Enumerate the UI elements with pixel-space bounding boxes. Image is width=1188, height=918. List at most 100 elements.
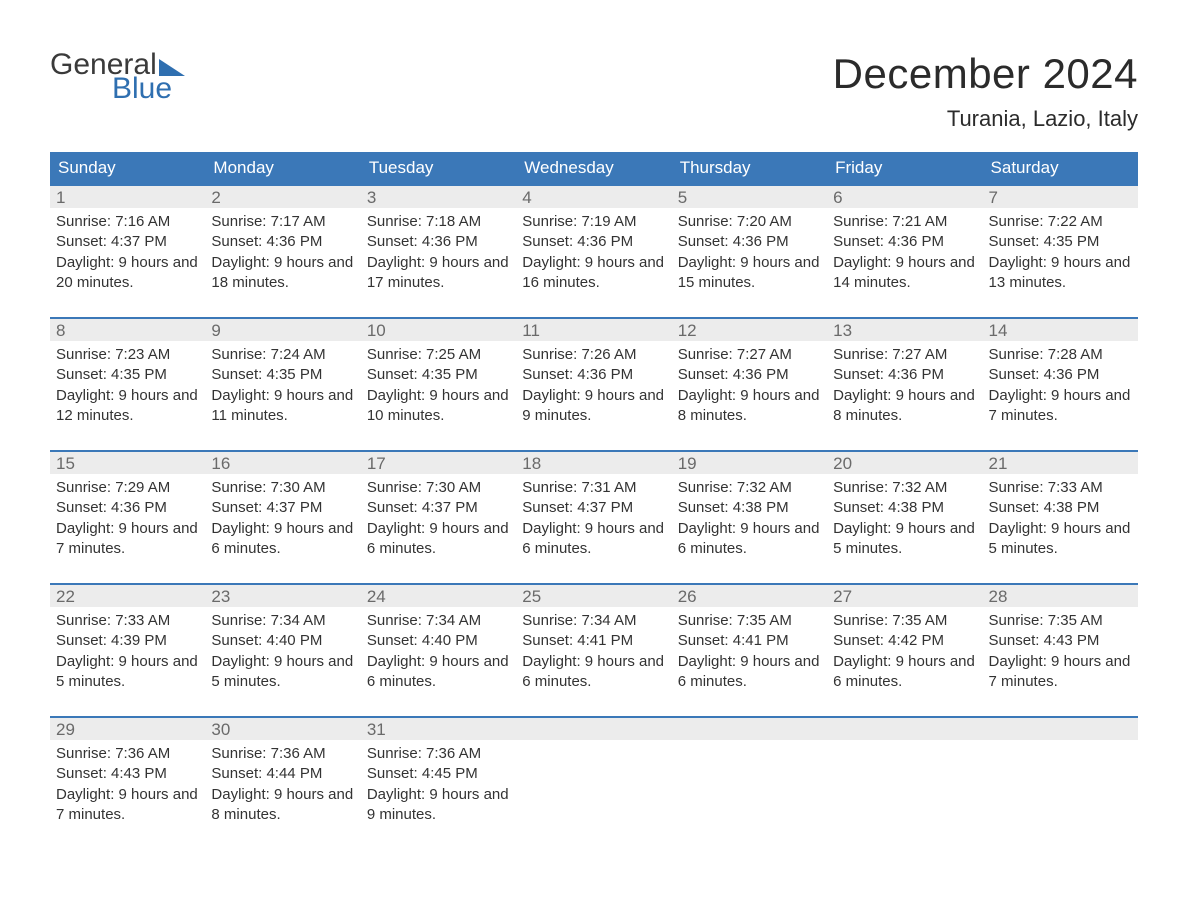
- day-cell: 31Sunrise: 7:36 AMSunset: 4:45 PMDayligh…: [361, 716, 516, 849]
- sunrise-line: Sunrise: 7:19 AM: [522, 212, 665, 232]
- day-body: Sunrise: 7:17 AMSunset: 4:36 PMDaylight:…: [205, 208, 360, 293]
- day-header-row: SundayMondayTuesdayWednesdayThursdayFrid…: [50, 152, 1138, 184]
- daylight-line: Daylight: 9 hours and 9 minutes.: [522, 386, 665, 427]
- daylight-line: Daylight: 9 hours and 6 minutes.: [522, 652, 665, 693]
- day-body: Sunrise: 7:19 AMSunset: 4:36 PMDaylight:…: [516, 208, 671, 293]
- day-cell: 1Sunrise: 7:16 AMSunset: 4:37 PMDaylight…: [50, 184, 205, 317]
- day-cell: 29Sunrise: 7:36 AMSunset: 4:43 PMDayligh…: [50, 716, 205, 849]
- day-body: Sunrise: 7:26 AMSunset: 4:36 PMDaylight:…: [516, 341, 671, 426]
- sunset-line: Sunset: 4:35 PM: [211, 365, 354, 385]
- empty-band: [827, 716, 982, 740]
- day-number: 3: [361, 184, 516, 208]
- sunrise-line: Sunrise: 7:36 AM: [367, 744, 510, 764]
- sunrise-line: Sunrise: 7:36 AM: [211, 744, 354, 764]
- daylight-line: Daylight: 9 hours and 7 minutes.: [56, 785, 199, 826]
- header: General Blue December 2024 Turania, Lazi…: [50, 50, 1138, 146]
- day-body: Sunrise: 7:34 AMSunset: 4:40 PMDaylight:…: [361, 607, 516, 692]
- day-number: 19: [672, 450, 827, 474]
- location-subtitle: Turania, Lazio, Italy: [833, 106, 1138, 132]
- day-cell: 30Sunrise: 7:36 AMSunset: 4:44 PMDayligh…: [205, 716, 360, 849]
- logo: General Blue: [50, 50, 185, 104]
- sunrise-line: Sunrise: 7:32 AM: [833, 478, 976, 498]
- day-number: 12: [672, 317, 827, 341]
- sunrise-line: Sunrise: 7:18 AM: [367, 212, 510, 232]
- day-body: Sunrise: 7:32 AMSunset: 4:38 PMDaylight:…: [827, 474, 982, 559]
- sunrise-line: Sunrise: 7:25 AM: [367, 345, 510, 365]
- daylight-line: Daylight: 9 hours and 5 minutes.: [989, 519, 1132, 560]
- day-number: 9: [205, 317, 360, 341]
- sunset-line: Sunset: 4:35 PM: [56, 365, 199, 385]
- sunrise-line: Sunrise: 7:27 AM: [833, 345, 976, 365]
- day-number: 15: [50, 450, 205, 474]
- sunset-line: Sunset: 4:43 PM: [56, 764, 199, 784]
- day-number: 14: [983, 317, 1138, 341]
- empty-cell: [516, 716, 671, 849]
- day-cell: 7Sunrise: 7:22 AMSunset: 4:35 PMDaylight…: [983, 184, 1138, 317]
- sunset-line: Sunset: 4:36 PM: [833, 365, 976, 385]
- empty-band: [516, 716, 671, 740]
- daylight-line: Daylight: 9 hours and 9 minutes.: [367, 785, 510, 826]
- day-cell: 5Sunrise: 7:20 AMSunset: 4:36 PMDaylight…: [672, 184, 827, 317]
- day-cell: 2Sunrise: 7:17 AMSunset: 4:36 PMDaylight…: [205, 184, 360, 317]
- sunset-line: Sunset: 4:36 PM: [522, 365, 665, 385]
- day-cell: 22Sunrise: 7:33 AMSunset: 4:39 PMDayligh…: [50, 583, 205, 716]
- day-body: Sunrise: 7:28 AMSunset: 4:36 PMDaylight:…: [983, 341, 1138, 426]
- week-row: 1Sunrise: 7:16 AMSunset: 4:37 PMDaylight…: [50, 184, 1138, 317]
- day-cell: 18Sunrise: 7:31 AMSunset: 4:37 PMDayligh…: [516, 450, 671, 583]
- sunset-line: Sunset: 4:37 PM: [56, 232, 199, 252]
- calendar-table: SundayMondayTuesdayWednesdayThursdayFrid…: [50, 152, 1138, 849]
- day-body: Sunrise: 7:36 AMSunset: 4:45 PMDaylight:…: [361, 740, 516, 825]
- week-row: 22Sunrise: 7:33 AMSunset: 4:39 PMDayligh…: [50, 583, 1138, 716]
- daylight-line: Daylight: 9 hours and 7 minutes.: [989, 652, 1132, 693]
- sunrise-line: Sunrise: 7:31 AM: [522, 478, 665, 498]
- sunrise-line: Sunrise: 7:21 AM: [833, 212, 976, 232]
- day-body: Sunrise: 7:36 AMSunset: 4:43 PMDaylight:…: [50, 740, 205, 825]
- day-header: Thursday: [672, 152, 827, 184]
- sunset-line: Sunset: 4:37 PM: [522, 498, 665, 518]
- day-body: Sunrise: 7:34 AMSunset: 4:40 PMDaylight:…: [205, 607, 360, 692]
- daylight-line: Daylight: 9 hours and 6 minutes.: [522, 519, 665, 560]
- day-number: 11: [516, 317, 671, 341]
- daylight-line: Daylight: 9 hours and 6 minutes.: [211, 519, 354, 560]
- day-header: Sunday: [50, 152, 205, 184]
- day-cell: 13Sunrise: 7:27 AMSunset: 4:36 PMDayligh…: [827, 317, 982, 450]
- day-body: Sunrise: 7:35 AMSunset: 4:41 PMDaylight:…: [672, 607, 827, 692]
- empty-cell: [672, 716, 827, 849]
- day-cell: 12Sunrise: 7:27 AMSunset: 4:36 PMDayligh…: [672, 317, 827, 450]
- sunrise-line: Sunrise: 7:35 AM: [833, 611, 976, 631]
- sunset-line: Sunset: 4:40 PM: [367, 631, 510, 651]
- day-header: Saturday: [983, 152, 1138, 184]
- day-number: 4: [516, 184, 671, 208]
- day-body: Sunrise: 7:20 AMSunset: 4:36 PMDaylight:…: [672, 208, 827, 293]
- day-cell: 14Sunrise: 7:28 AMSunset: 4:36 PMDayligh…: [983, 317, 1138, 450]
- day-cell: 24Sunrise: 7:34 AMSunset: 4:40 PMDayligh…: [361, 583, 516, 716]
- week-row: 29Sunrise: 7:36 AMSunset: 4:43 PMDayligh…: [50, 716, 1138, 849]
- day-cell: 8Sunrise: 7:23 AMSunset: 4:35 PMDaylight…: [50, 317, 205, 450]
- day-cell: 28Sunrise: 7:35 AMSunset: 4:43 PMDayligh…: [983, 583, 1138, 716]
- day-cell: 9Sunrise: 7:24 AMSunset: 4:35 PMDaylight…: [205, 317, 360, 450]
- day-number: 2: [205, 184, 360, 208]
- day-body: Sunrise: 7:23 AMSunset: 4:35 PMDaylight:…: [50, 341, 205, 426]
- sunset-line: Sunset: 4:37 PM: [211, 498, 354, 518]
- day-body: Sunrise: 7:16 AMSunset: 4:37 PMDaylight:…: [50, 208, 205, 293]
- sunrise-line: Sunrise: 7:24 AM: [211, 345, 354, 365]
- daylight-line: Daylight: 9 hours and 14 minutes.: [833, 253, 976, 294]
- sunset-line: Sunset: 4:36 PM: [833, 232, 976, 252]
- sunset-line: Sunset: 4:43 PM: [989, 631, 1132, 651]
- daylight-line: Daylight: 9 hours and 12 minutes.: [56, 386, 199, 427]
- day-header: Tuesday: [361, 152, 516, 184]
- title-block: December 2024 Turania, Lazio, Italy: [833, 50, 1138, 146]
- day-header: Monday: [205, 152, 360, 184]
- day-body: Sunrise: 7:30 AMSunset: 4:37 PMDaylight:…: [361, 474, 516, 559]
- daylight-line: Daylight: 9 hours and 7 minutes.: [989, 386, 1132, 427]
- sunrise-line: Sunrise: 7:34 AM: [522, 611, 665, 631]
- day-body: Sunrise: 7:21 AMSunset: 4:36 PMDaylight:…: [827, 208, 982, 293]
- empty-band: [672, 716, 827, 740]
- sunrise-line: Sunrise: 7:33 AM: [56, 611, 199, 631]
- sunrise-line: Sunrise: 7:26 AM: [522, 345, 665, 365]
- day-number: 21: [983, 450, 1138, 474]
- day-body: Sunrise: 7:25 AMSunset: 4:35 PMDaylight:…: [361, 341, 516, 426]
- day-cell: 6Sunrise: 7:21 AMSunset: 4:36 PMDaylight…: [827, 184, 982, 317]
- sunset-line: Sunset: 4:36 PM: [678, 232, 821, 252]
- day-body: Sunrise: 7:35 AMSunset: 4:43 PMDaylight:…: [983, 607, 1138, 692]
